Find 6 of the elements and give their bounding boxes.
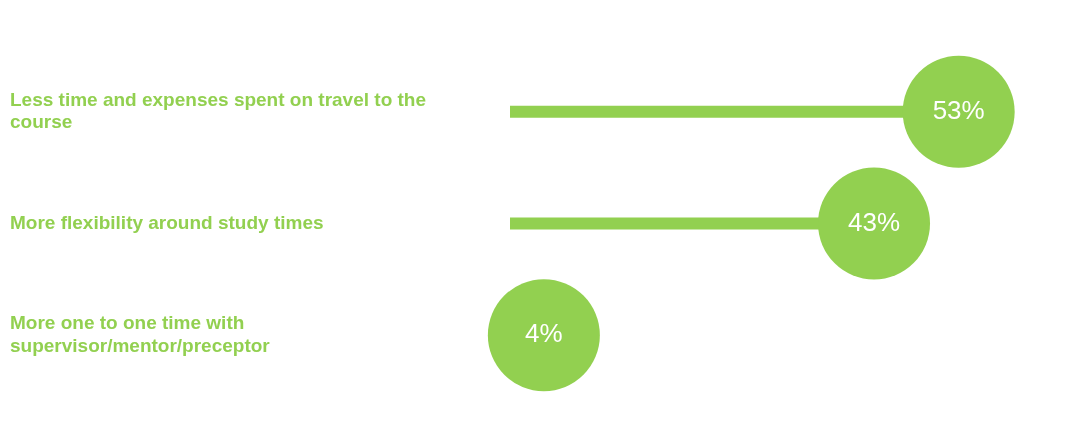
y-tick-label: More flexibility around study times [10,211,324,233]
y-tick-label: Less time and expenses spent on travel to the course [10,88,427,133]
data-label: 53% [932,95,985,126]
y-tick-label: More one to one time with supervisor/mentor/preceptor [10,312,271,356]
data-label: 43% [847,206,901,237]
data-label: 4% [525,318,563,349]
